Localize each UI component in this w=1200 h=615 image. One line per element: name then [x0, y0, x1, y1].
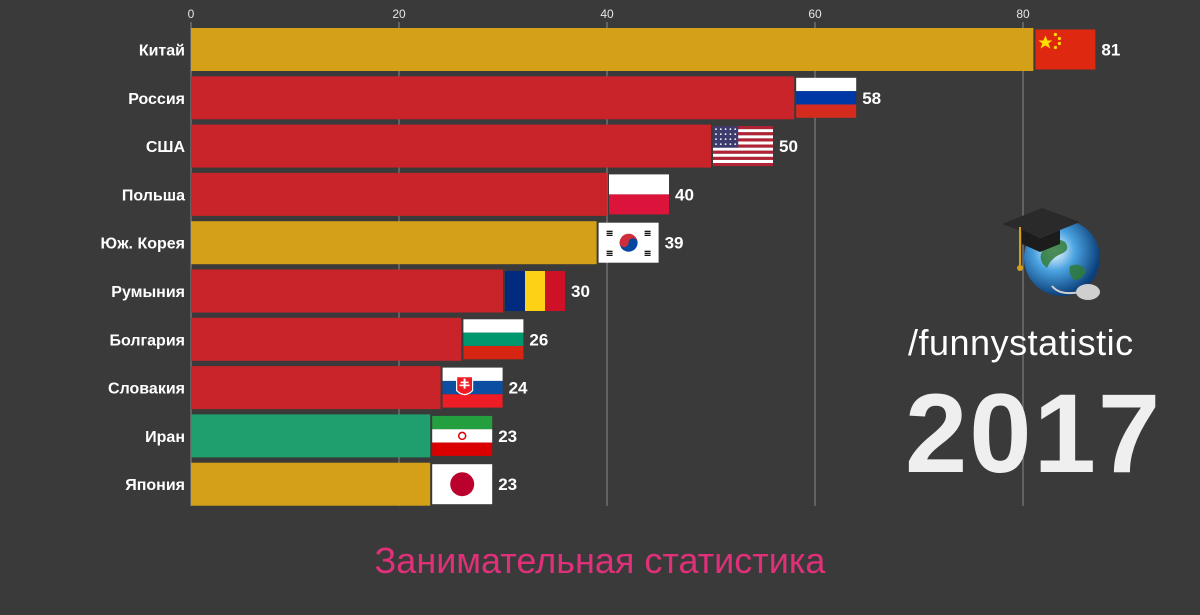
- value-label: 39: [665, 234, 684, 253]
- value-label: 23: [498, 427, 517, 446]
- romania-flag: [505, 271, 565, 311]
- bar: [191, 414, 431, 458]
- category-label: Россия: [128, 91, 185, 108]
- value-label: 23: [498, 475, 517, 494]
- value-label: 40: [675, 185, 694, 204]
- slovakia-flag: [442, 367, 503, 408]
- bar: [191, 28, 1034, 71]
- category-label: Япония: [125, 477, 185, 494]
- category-label: Польша: [122, 187, 185, 204]
- bars-layer: [191, 28, 1034, 506]
- poland-flag: [609, 174, 669, 215]
- value-label: 81: [1101, 41, 1120, 60]
- usa-flag: [713, 126, 773, 167]
- x-tick-label: 60: [808, 7, 822, 21]
- bar: [191, 221, 597, 265]
- labels-layer: 0 20 40 60 80 Китай 81 Россия 58 США 50 Польша 40 Юж.…: [101, 7, 1120, 505]
- iran-flag: [432, 415, 493, 456]
- category-label: Болгария: [109, 332, 185, 349]
- x-tick-label: 80: [1016, 7, 1030, 21]
- category-label: США: [146, 139, 186, 156]
- value-label: 50: [779, 137, 798, 156]
- footer-caption: Занимательная статистика: [374, 540, 826, 581]
- bar: [191, 124, 711, 168]
- channel-handle: /funnystatistic: [908, 322, 1134, 363]
- china-flag: [1035, 29, 1096, 70]
- japan-flag: [432, 464, 493, 505]
- x-tick-label: 40: [600, 7, 614, 21]
- x-tick-label: 20: [392, 7, 406, 21]
- bulgaria-flag: [463, 319, 524, 360]
- russia-flag: [796, 77, 857, 118]
- x-tick-label: 0: [188, 7, 195, 21]
- category-label: Словакия: [108, 381, 185, 398]
- bar: [191, 317, 462, 361]
- category-label: Китай: [139, 43, 185, 60]
- category-label: Юж. Корея: [101, 236, 185, 253]
- value-label: 58: [862, 89, 881, 108]
- bar: [191, 172, 607, 216]
- value-label: 26: [529, 330, 548, 349]
- bar: [191, 76, 795, 120]
- bar: [191, 269, 503, 313]
- bar: [191, 366, 441, 410]
- category-label: Румыния: [111, 284, 185, 301]
- graduation-globe-icon: [1000, 196, 1110, 311]
- south-korea-flag: [598, 222, 659, 263]
- year-label: 2017: [905, 371, 1163, 496]
- value-label: 30: [571, 282, 590, 301]
- category-label: Иран: [145, 429, 185, 446]
- value-label: 24: [509, 379, 528, 398]
- bar: [191, 462, 431, 506]
